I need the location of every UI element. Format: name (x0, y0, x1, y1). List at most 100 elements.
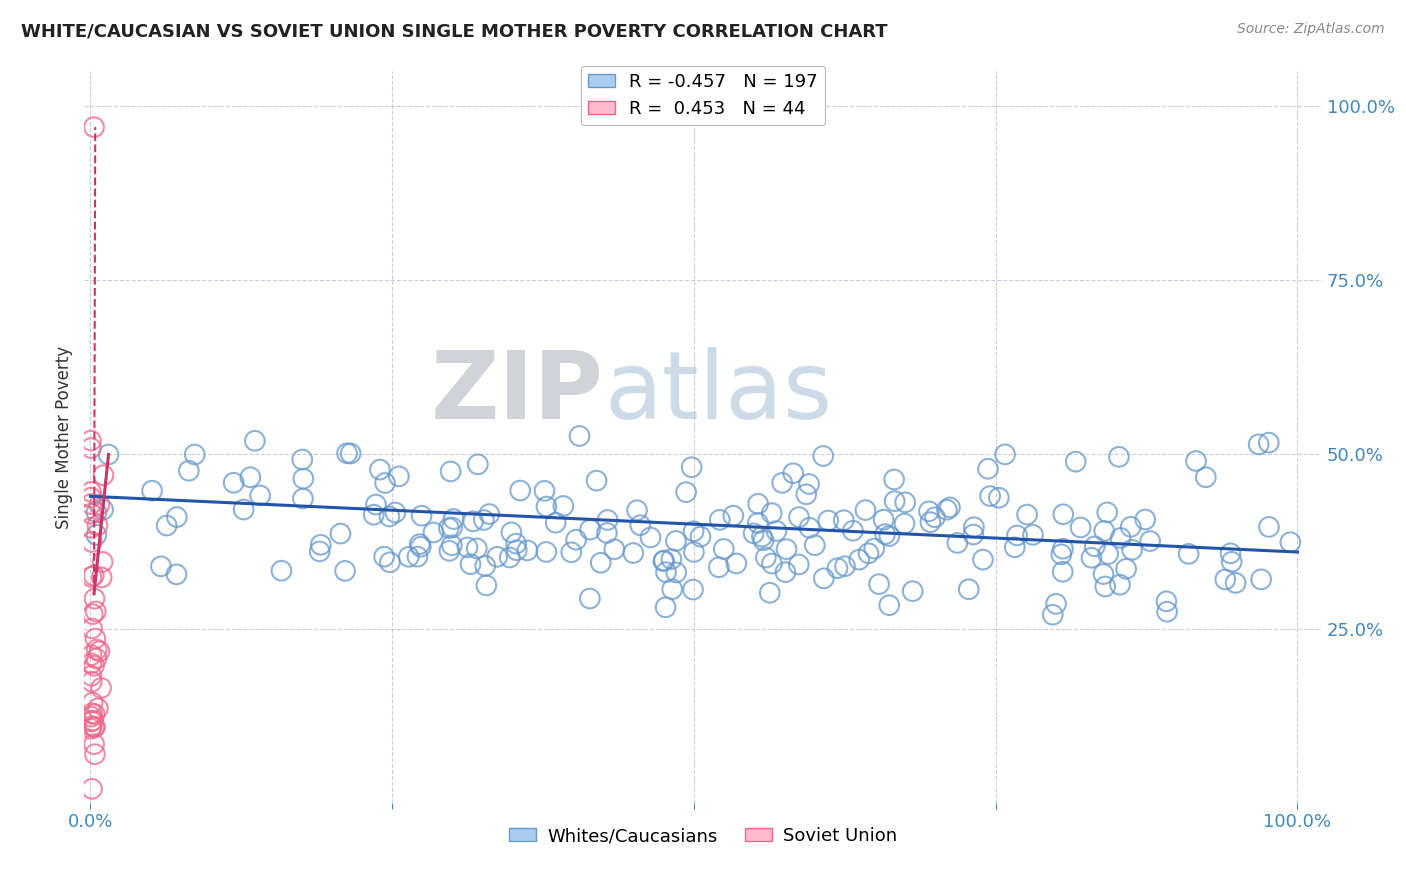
Point (1108, 450, 1130, 464)
Point (794, 487, 817, 501)
Point (804, 538, 827, 552)
Y-axis label: Single Mother Poverty: Single Mother Poverty (55, 345, 73, 529)
Point (742, 526, 765, 541)
Point (709, 513, 731, 527)
Point (439, 464, 461, 478)
Point (84, 720, 107, 734)
Point (1115, 562, 1137, 576)
Point (1225, 575, 1247, 590)
Point (725, 557, 748, 571)
Point (872, 513, 894, 527)
Point (1135, 512, 1157, 526)
Point (1139, 534, 1161, 549)
Point (1250, 572, 1272, 586)
Point (1050, 547, 1073, 561)
Point (80, 669, 103, 683)
Point (560, 545, 582, 559)
Point (987, 491, 1010, 505)
Point (156, 518, 179, 533)
Point (682, 524, 704, 539)
Point (755, 550, 778, 565)
Point (80, 719, 103, 733)
Point (456, 541, 478, 555)
Point (579, 523, 602, 537)
Point (1052, 541, 1074, 556)
Point (460, 557, 482, 571)
Point (1042, 607, 1064, 622)
Point (378, 555, 401, 569)
Text: atlas: atlas (605, 347, 832, 439)
Point (177, 464, 200, 478)
Text: ZIP: ZIP (432, 347, 605, 439)
Point (1017, 508, 1039, 522)
Point (368, 462, 391, 476)
Point (80, 781, 103, 796)
Point (83, 707, 105, 722)
Point (962, 527, 984, 541)
Point (939, 500, 962, 515)
Point (91, 555, 114, 569)
Point (544, 516, 567, 530)
Point (877, 598, 900, 612)
Point (80, 484, 103, 499)
Point (683, 545, 706, 559)
Point (406, 549, 429, 564)
Point (813, 449, 835, 463)
Point (80, 709, 103, 723)
Point (536, 500, 558, 514)
Point (747, 497, 769, 511)
Point (1097, 547, 1119, 561)
Point (901, 584, 924, 599)
Point (626, 503, 648, 517)
Point (1258, 520, 1281, 534)
Point (920, 515, 942, 529)
Point (1052, 565, 1074, 579)
Point (935, 502, 957, 516)
Point (80, 570, 103, 584)
Point (309, 538, 332, 552)
Point (972, 552, 994, 566)
Point (80, 714, 103, 729)
Point (652, 553, 675, 567)
Point (621, 546, 644, 560)
Point (1156, 605, 1178, 619)
Point (589, 556, 612, 570)
Point (817, 514, 839, 528)
Point (83, 120, 105, 134)
Point (782, 467, 804, 481)
Point (249, 488, 271, 502)
Point (437, 521, 460, 535)
Point (90, 570, 112, 584)
Point (93, 468, 115, 483)
Point (879, 529, 901, 543)
Point (628, 518, 651, 533)
Point (82, 714, 104, 728)
Point (752, 533, 775, 548)
Point (506, 543, 529, 558)
Point (994, 447, 1017, 461)
Point (516, 543, 538, 558)
Point (1185, 454, 1208, 468)
Point (86, 505, 108, 519)
Point (398, 549, 420, 564)
Point (924, 510, 946, 524)
Point (505, 536, 527, 550)
Point (1213, 573, 1236, 587)
Point (827, 561, 849, 575)
Point (86, 651, 108, 665)
Point (799, 521, 821, 535)
Point (166, 567, 188, 582)
Point (533, 483, 555, 498)
Point (665, 533, 688, 548)
Point (408, 537, 430, 551)
Point (80, 521, 103, 535)
Point (863, 541, 886, 556)
Point (83, 591, 105, 606)
Point (80, 657, 103, 671)
Point (946, 536, 969, 550)
Point (1195, 470, 1218, 484)
Point (80, 621, 103, 635)
Point (855, 503, 877, 517)
Point (681, 460, 703, 475)
Point (463, 514, 485, 528)
